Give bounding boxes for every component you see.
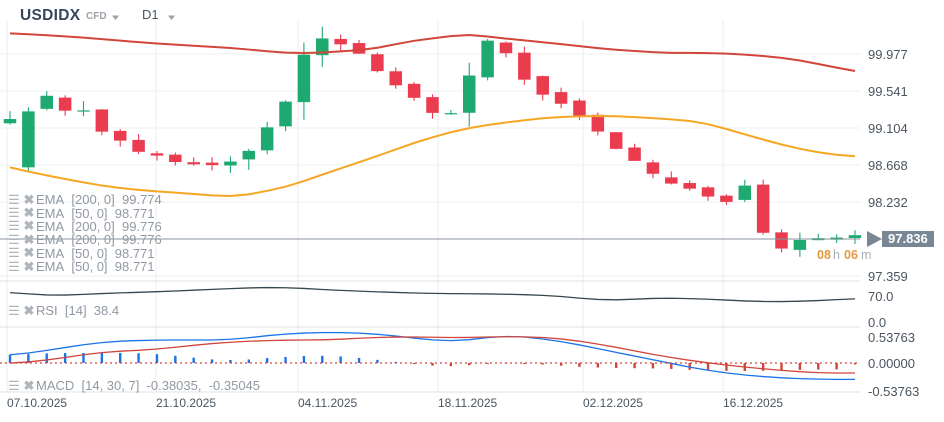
svg-text:97.359: 97.359 [868,269,908,284]
svg-text:21.10.2025: 21.10.2025 [156,396,216,410]
svg-text:18.11.2025: 18.11.2025 [438,396,497,410]
svg-text:-0.53763: -0.53763 [868,384,919,399]
svg-text:07.10.2025: 07.10.2025 [7,396,67,410]
svg-text:08: 08 [817,248,831,262]
svg-text:98.232: 98.232 [868,195,908,210]
svg-text:0.00000: 0.00000 [868,356,915,371]
svg-text:D1: D1 [142,7,159,22]
svg-text:02.12.2025: 02.12.2025 [583,396,643,410]
svg-text:h: h [833,248,840,262]
svg-text:0.53763: 0.53763 [868,330,915,345]
svg-text:0.0: 0.0 [868,315,886,330]
svg-text:97.836: 97.836 [888,231,928,246]
svg-text:99.977: 99.977 [868,47,908,62]
svg-text:USDIDX: USDIDX [20,7,81,24]
svg-text:98.668: 98.668 [868,158,908,173]
svg-text:04.11.2025: 04.11.2025 [298,396,357,410]
svg-text:06: 06 [844,248,858,262]
svg-text:99.541: 99.541 [868,84,908,99]
svg-text:99.104: 99.104 [868,121,908,136]
svg-text:70.0: 70.0 [868,289,893,304]
svg-text:m: m [861,248,871,262]
svg-text:CFD: CFD [86,11,107,22]
svg-text:16.12.2025: 16.12.2025 [723,396,783,410]
